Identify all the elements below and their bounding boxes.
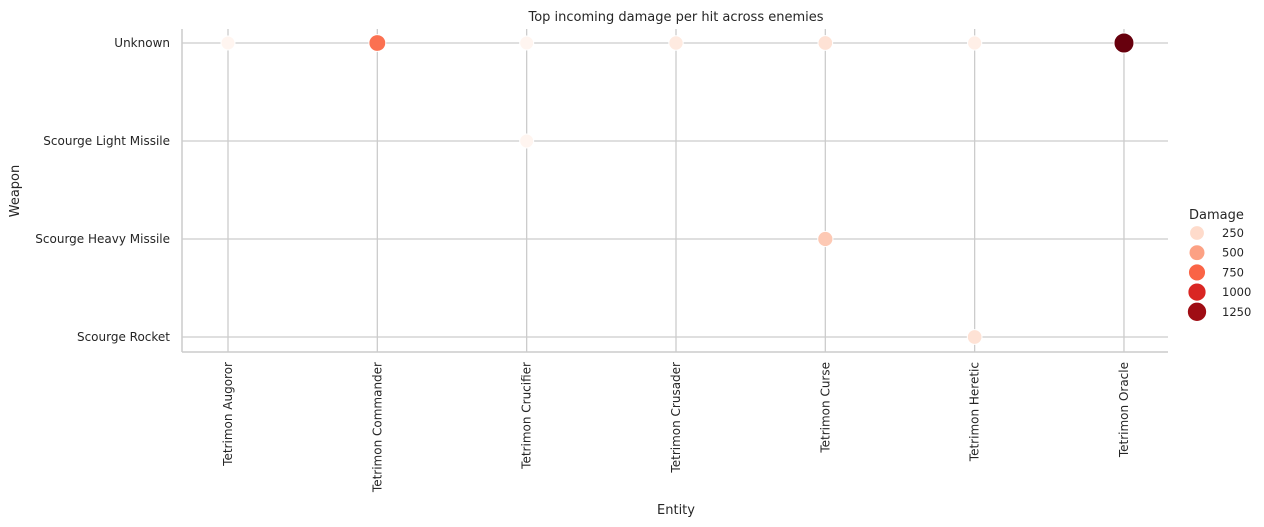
data-points (220, 32, 1135, 345)
y-tick-labels: Unknown Scourge Light Missile Scourge Heav… (35, 36, 170, 344)
x-tick-label: Tetrimon Curse (818, 362, 832, 454)
y-tick-label: Scourge Light Missile (43, 134, 170, 148)
chart-title: Top incoming damage per hit across enemi… (527, 10, 823, 25)
data-point (817, 35, 834, 51)
x-axis-label: Entity (657, 503, 695, 518)
x-tick-label: Tetrimon Crusader (669, 362, 683, 474)
legend-marker (1187, 282, 1207, 302)
grid-lines (182, 29, 1168, 352)
y-axis-label: Weapon (8, 165, 23, 218)
data-point (519, 133, 535, 149)
legend-label: 1250 (1222, 305, 1251, 319)
legend: Damage 250 500 750 1000 1250 (1186, 208, 1251, 322)
legend-label: 250 (1222, 226, 1244, 240)
data-point (817, 230, 834, 248)
x-tick-label: Tetrimon Oracle (1117, 362, 1131, 458)
x-tick-label: Tetrimon Heretic (968, 362, 982, 462)
legend-marker (1188, 244, 1206, 262)
data-point (967, 35, 983, 51)
x-tick-labels: Tetrimon Augoror Tetrimon Commander Tetrim… (221, 362, 1131, 493)
legend-items: 250 500 750 1000 1250 (1186, 225, 1251, 322)
data-point (519, 35, 535, 51)
x-tick-label: Tetrimon Commander (370, 362, 384, 493)
data-point (368, 34, 387, 52)
data-point (220, 35, 236, 51)
x-tick-label: Tetrimon Crucifier (520, 362, 534, 470)
data-point (1113, 32, 1135, 54)
legend-label: 750 (1222, 265, 1244, 279)
legend-marker (1186, 301, 1208, 322)
legend-label: 500 (1222, 246, 1244, 260)
y-tick-label: Unknown (114, 36, 170, 50)
data-point (668, 35, 684, 51)
legend-label: 1000 (1222, 285, 1251, 299)
data-point (966, 329, 983, 345)
legend-marker (1187, 263, 1207, 282)
legend-marker (1189, 225, 1205, 241)
axes (181, 29, 1168, 353)
x-tick-label: Tetrimon Augoror (221, 362, 235, 467)
y-tick-label: Scourge Heavy Missile (35, 232, 170, 246)
y-tick-label: Scourge Rocket (77, 330, 170, 344)
legend-title: Damage (1189, 208, 1244, 223)
